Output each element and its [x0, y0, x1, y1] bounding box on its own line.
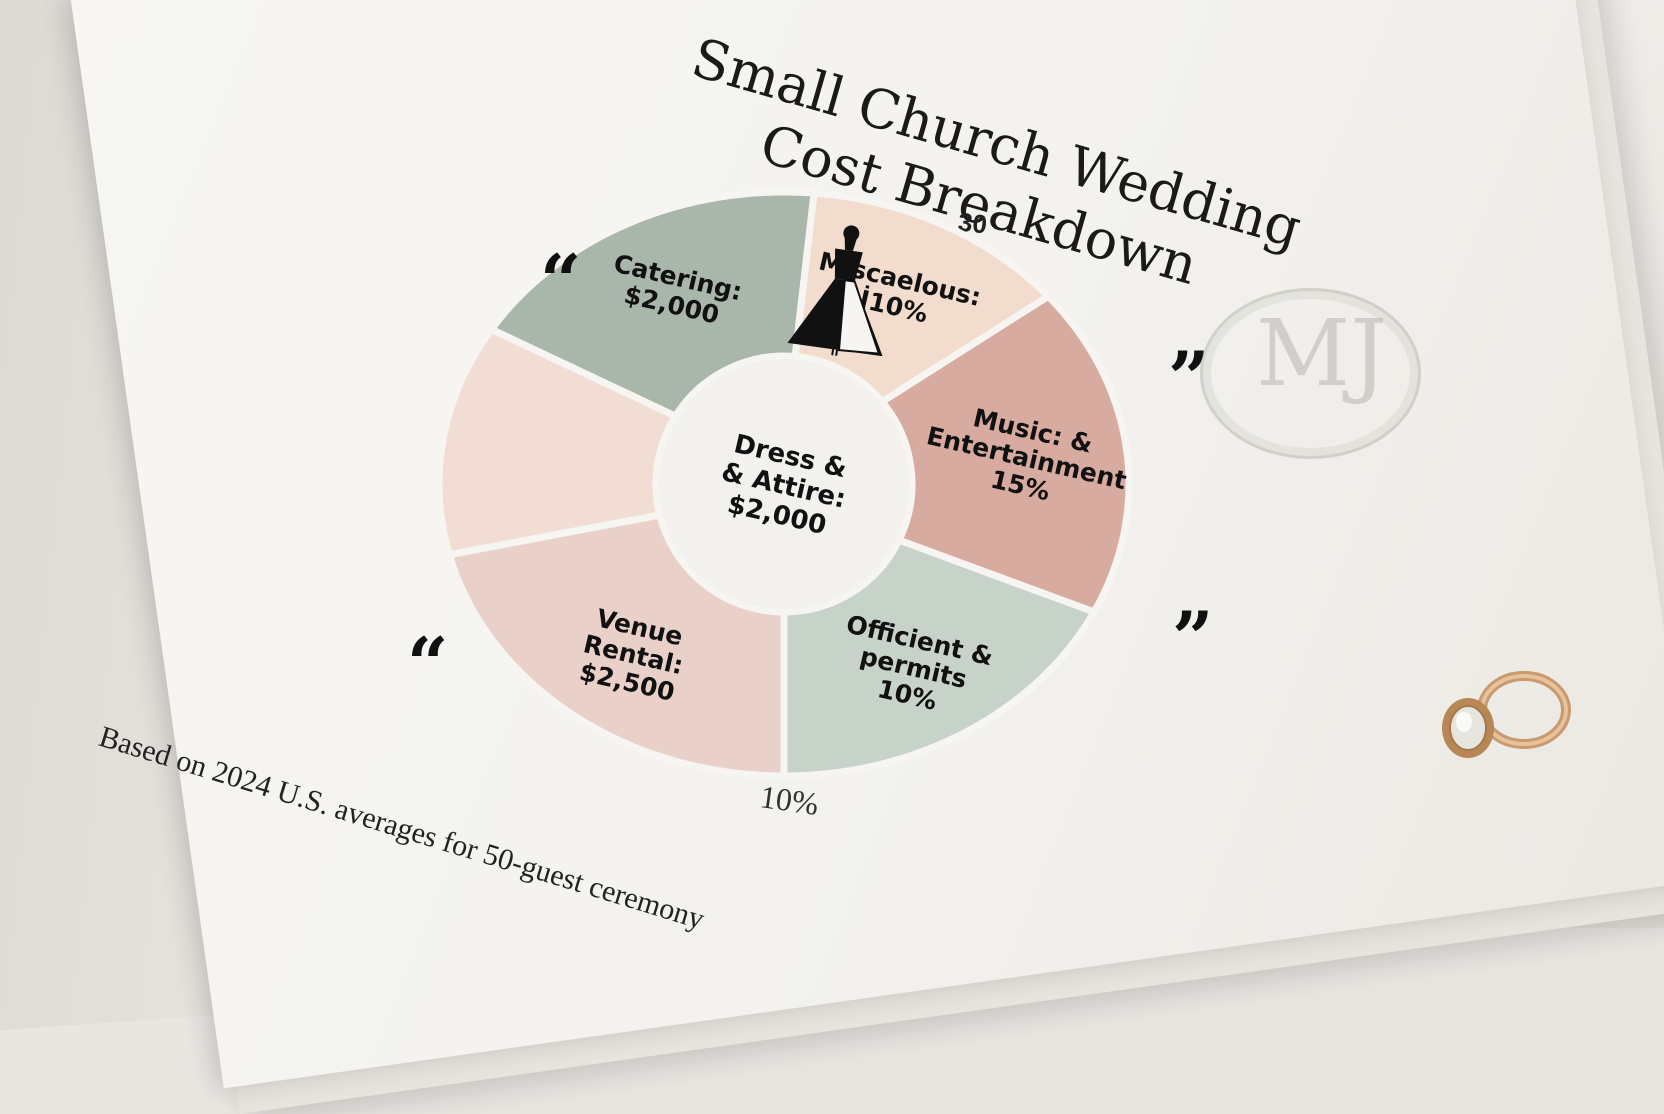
- dress-icon-part: [831, 349, 839, 356]
- open-quote-top-left: “: [540, 238, 582, 323]
- center-circle: [653, 353, 915, 615]
- dress-icon-part: [837, 279, 881, 355]
- close-quote-bottom-right: ”: [1172, 595, 1214, 680]
- dress-icon: [787, 225, 883, 357]
- dress-icon-part: [843, 225, 860, 252]
- page-content: Small Church Wedding Cost Breakdown 30 V…: [95, 26, 1571, 936]
- dress-icon-part: [834, 248, 863, 282]
- pie-slices: [435, 188, 1133, 780]
- monogram-seal: [1200, 288, 1421, 459]
- ring-icon: [1442, 671, 1571, 758]
- open-quote-bottom-left: “: [407, 621, 449, 706]
- bottom-percent-label: 10%: [757, 778, 821, 822]
- monogram-logo: MJ: [1256, 300, 1388, 407]
